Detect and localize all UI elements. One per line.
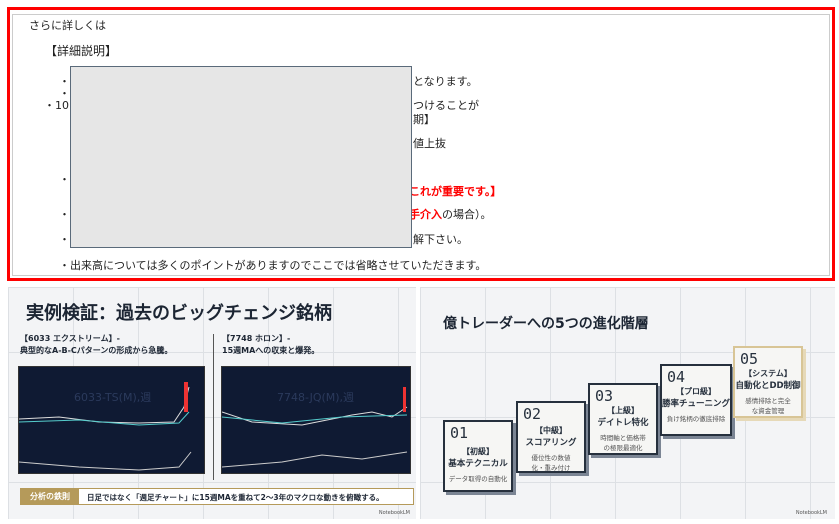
stock-left-code: 【6033 エクストリーム】-	[20, 334, 120, 343]
stock-left-desc: 典型的なA-B-Cパターンの形成から急騰。	[20, 346, 173, 355]
step-name: 基本テクニカル	[448, 459, 508, 469]
step-level: 【上級】	[607, 406, 639, 415]
line-left: ・10	[44, 99, 69, 112]
step-01: 01 【初級】基本テクニカル データ取得の自動化	[443, 420, 513, 492]
step-level: 【中級】	[535, 426, 567, 435]
slide-evolution-steps: 億トレーダーへの5つの進化階層 01 【初級】基本テクニカル データ取得の自動化 0…	[420, 287, 835, 519]
step-level: 【システム】	[744, 369, 792, 378]
slide-title: 億トレーダーへの5つの進化階層	[443, 316, 649, 332]
slide-case-study: 実例検証：過去のビッグチェンジ銘柄 【6033 エクストリーム】- 典型的なA-…	[8, 287, 416, 519]
step-name: 自動化とDD制御	[735, 381, 801, 391]
step-02: 02 【中級】スコアリング優位性の数値化・重み付け	[516, 401, 586, 473]
step-name: 勝率チューニング	[662, 399, 731, 409]
line-right: 解下さい。	[413, 233, 468, 246]
rule-label: 分析の鉄則	[21, 489, 79, 504]
step-number: 02	[523, 405, 542, 423]
step-desc: 優位性の数値化・重み付け	[531, 454, 571, 472]
stock-chart-7748: 7748-JQ(M),週	[221, 366, 411, 474]
step-desc: 時間軸と価格帯の極限最適化	[600, 434, 646, 452]
stock-chart-6033: 6033-TS(M),週	[18, 366, 205, 474]
step-desc: 負け銘柄の徹底排除	[666, 415, 726, 423]
step-level: 【初級】	[462, 447, 494, 456]
rule-banner: 分析の鉄則 日足ではなく「週足チャート」に15週MAを重ねて2〜3年のマクロな動…	[20, 488, 414, 505]
line-right: 手介入の場合）。	[409, 208, 492, 221]
step-desc: 感情排除と完全な資金管理	[745, 397, 791, 415]
step-number: 01	[450, 424, 469, 442]
line-right: となります。	[413, 75, 478, 88]
step-05: 05 【システム】 自動化とDD制御感情排除と完全な資金管理	[733, 346, 803, 418]
stock-right-code: 【7748 ホロン】-	[222, 334, 291, 343]
step-name: スコアリング	[525, 438, 577, 448]
line-right-text: の場合）。	[442, 208, 492, 221]
emphasis-text: 手介入	[409, 208, 442, 221]
chart-watermark: 6033-TS(M),週	[74, 391, 152, 404]
line-right: 期】	[413, 113, 435, 126]
step-03: 03 【上級】デイトレ特化時間軸と価格帯の極限最適化	[588, 383, 658, 455]
line-right: 値上抜	[413, 137, 446, 150]
redaction-overlay	[70, 66, 412, 248]
last-line: ・出来高については多くのポイントがありますのでここでは省略させていただきます。	[59, 259, 487, 272]
step-desc: データ取得の自動化	[448, 475, 508, 483]
step-number: 04	[667, 368, 686, 386]
line-right-emphasis: これが重要です。】	[409, 185, 502, 198]
chart-watermark: 7748-JQ(M),週	[277, 391, 355, 404]
divider	[213, 334, 214, 480]
step-level: 【プロ級】	[676, 387, 716, 396]
notebooklm-brand: NotebookLM	[378, 510, 410, 516]
highlighted-document-frame	[7, 7, 835, 281]
section-heading: 【詳細説明】	[45, 44, 118, 58]
stock-right-desc: 15週MAへの収束と爆発。	[222, 346, 320, 355]
step-04: 04 【プロ級】勝率チューニング 負け銘柄の徹底排除	[660, 364, 732, 436]
price-lines	[19, 382, 192, 471]
price-lines	[222, 387, 408, 468]
step-number: 03	[595, 387, 614, 405]
notebooklm-brand: NotebookLM	[795, 510, 827, 516]
step-name: デイトレ特化	[597, 418, 649, 428]
intro-text: さらに詳しくは	[29, 19, 106, 32]
rule-text: 日足ではなく「週足チャート」に15週MAを重ねて2〜3年のマクロな動きを俯瞰する…	[87, 493, 384, 502]
step-number: 05	[740, 350, 759, 368]
slide-title: 実例検証：過去のビッグチェンジ銘柄	[26, 303, 332, 324]
line-right: つけることが	[413, 99, 479, 112]
